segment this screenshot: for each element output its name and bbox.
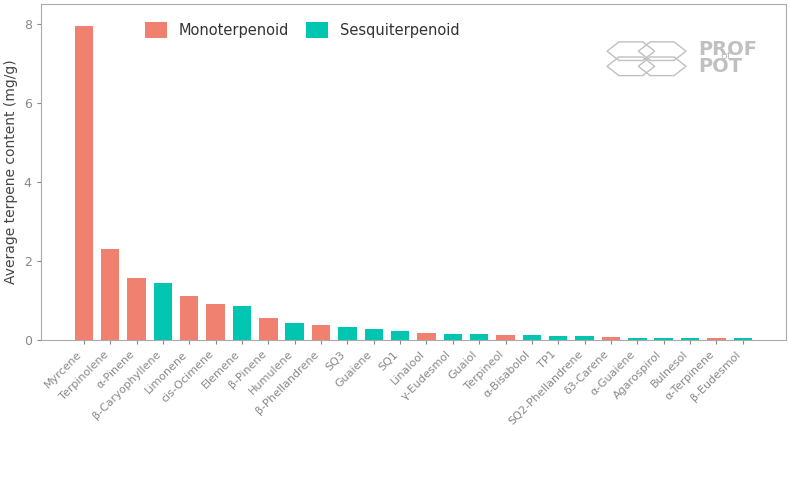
- Bar: [206, 304, 225, 340]
- Bar: [127, 278, 146, 340]
- Bar: [523, 336, 541, 340]
- Bar: [470, 334, 488, 340]
- Bar: [233, 306, 251, 340]
- Bar: [575, 336, 594, 340]
- Bar: [259, 318, 277, 340]
- Bar: [602, 337, 620, 340]
- Bar: [180, 296, 198, 340]
- Bar: [285, 323, 304, 340]
- Bar: [496, 336, 515, 340]
- Bar: [364, 330, 383, 340]
- Y-axis label: Average terpene content (mg/g): Average terpene content (mg/g): [4, 60, 18, 284]
- Text: PROF: PROF: [698, 40, 757, 59]
- Text: of: of: [720, 51, 731, 61]
- Bar: [312, 326, 330, 340]
- Bar: [628, 338, 646, 340]
- Bar: [444, 334, 462, 340]
- Bar: [681, 338, 699, 340]
- Bar: [707, 338, 725, 340]
- Bar: [154, 282, 172, 340]
- Bar: [734, 338, 752, 340]
- Bar: [338, 328, 356, 340]
- Bar: [391, 332, 409, 340]
- Legend: Monoterpenoid, Sesquiterpenoid: Monoterpenoid, Sesquiterpenoid: [137, 15, 467, 46]
- Text: POT: POT: [698, 57, 742, 76]
- Bar: [74, 26, 93, 340]
- Bar: [654, 338, 673, 340]
- Bar: [417, 333, 436, 340]
- Bar: [549, 336, 567, 340]
- Bar: [101, 249, 119, 340]
